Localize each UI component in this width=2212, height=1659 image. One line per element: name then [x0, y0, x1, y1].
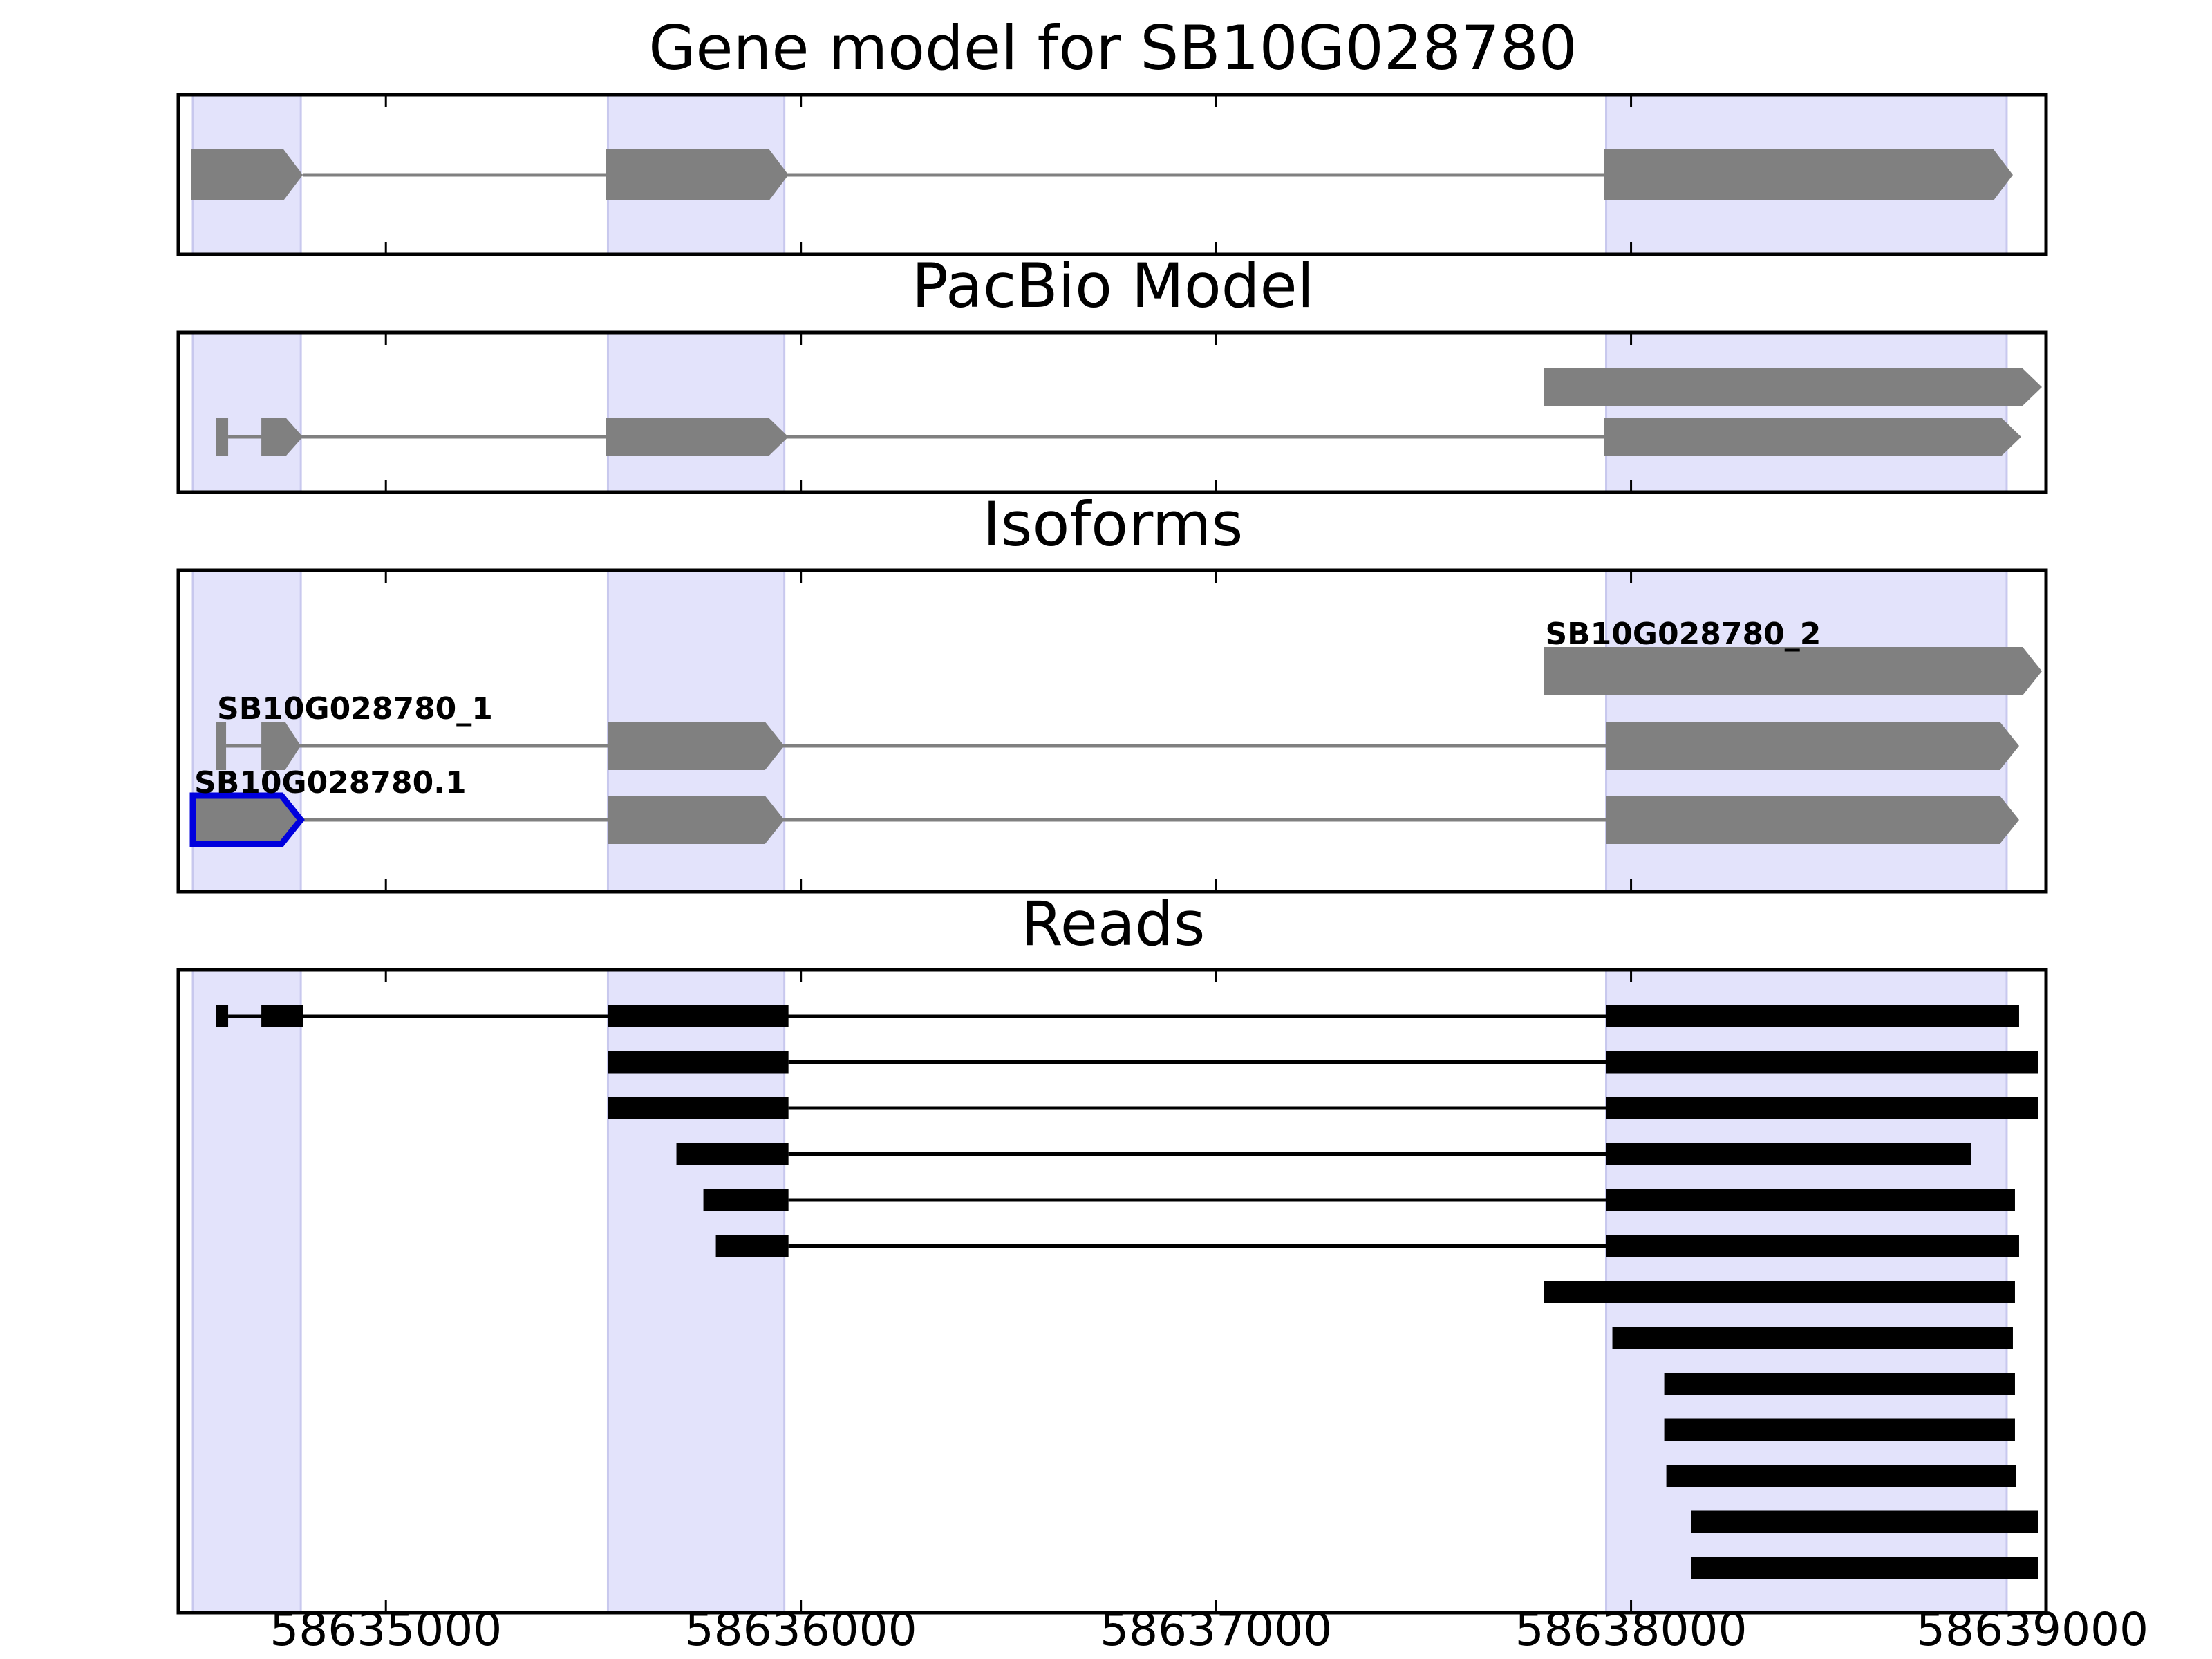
shaded-exon-region — [606, 968, 786, 1614]
exon-block — [606, 418, 789, 456]
panel-title-reads: Reads — [1021, 888, 1206, 959]
read-block — [1664, 1418, 2015, 1441]
x-tick-label: 58635000 — [270, 1603, 502, 1656]
isoform-label: SB10G028780_1 — [217, 691, 493, 727]
read-block — [608, 1005, 789, 1027]
panel-title-gene-model: Gene model for SB10G028780 — [648, 12, 1577, 84]
exon-block — [608, 722, 785, 770]
exon-arrow — [1544, 368, 2042, 406]
exon-block — [261, 722, 301, 770]
read-block — [1606, 1143, 1971, 1165]
exon-arrow — [1604, 149, 2013, 200]
panel-frame — [176, 330, 2048, 494]
read-block — [608, 1097, 789, 1119]
read-block — [1606, 1235, 2019, 1257]
panel-gene-model — [176, 93, 2048, 256]
read-block — [715, 1235, 789, 1257]
read-block — [1691, 1557, 2038, 1579]
read-block — [676, 1143, 789, 1165]
panel-title-pacbio: PacBio Model — [912, 250, 1314, 321]
isoform-label: SB10G028780.1 — [194, 765, 467, 800]
exon-arrow — [1606, 722, 2019, 770]
read-block — [1666, 1465, 2016, 1487]
panel-frame — [176, 93, 2048, 256]
exon-block — [216, 722, 227, 770]
exon-block — [261, 418, 303, 456]
read-block — [703, 1189, 789, 1211]
panel-pacbio — [176, 330, 2048, 494]
shaded-exon-region — [606, 331, 786, 494]
x-tick-label: 58638000 — [1515, 1603, 1747, 1656]
read-block — [1612, 1327, 2013, 1349]
shaded-exon-region — [191, 331, 302, 494]
panel-frame — [176, 968, 2048, 1615]
read-block — [1606, 1051, 2038, 1074]
isoform-label: SB10G028780_2 — [1545, 617, 1821, 652]
read-block — [608, 1051, 789, 1074]
shaded-exon-region — [1605, 331, 2008, 494]
read-block — [1664, 1373, 2015, 1395]
shaded-exon-region — [191, 968, 302, 1614]
exon-block — [216, 418, 229, 456]
panel-title-isoforms: Isoforms — [983, 489, 1244, 560]
exon-arrow — [1604, 418, 2021, 456]
exon-arrow — [1544, 647, 2042, 695]
read-block — [1606, 1005, 2019, 1027]
exon-arrow — [1606, 796, 2019, 844]
panel-reads — [176, 968, 2048, 1615]
read-block — [1691, 1510, 2038, 1533]
exon-block — [606, 149, 789, 200]
read-block — [216, 1005, 229, 1027]
x-axis-tick-labels: 58635000 58636000 58637000 58638000 58639000 — [270, 1603, 2148, 1656]
x-tick-label: 58636000 — [685, 1603, 917, 1656]
read-block — [1544, 1281, 2015, 1303]
panel-frame — [176, 568, 2048, 894]
highlighted-exon — [189, 792, 305, 847]
exon-block — [608, 796, 785, 844]
exon-block — [191, 149, 303, 200]
read-block — [1606, 1189, 2015, 1211]
panel-isoforms: SB10G028780_2 SB10G028780_1 SB10G028780.1 — [176, 568, 2048, 894]
read-block — [261, 1005, 303, 1027]
read-block — [1606, 1097, 2038, 1119]
x-tick-label: 58639000 — [1916, 1603, 2148, 1656]
x-tick-label: 58637000 — [1100, 1603, 1332, 1656]
